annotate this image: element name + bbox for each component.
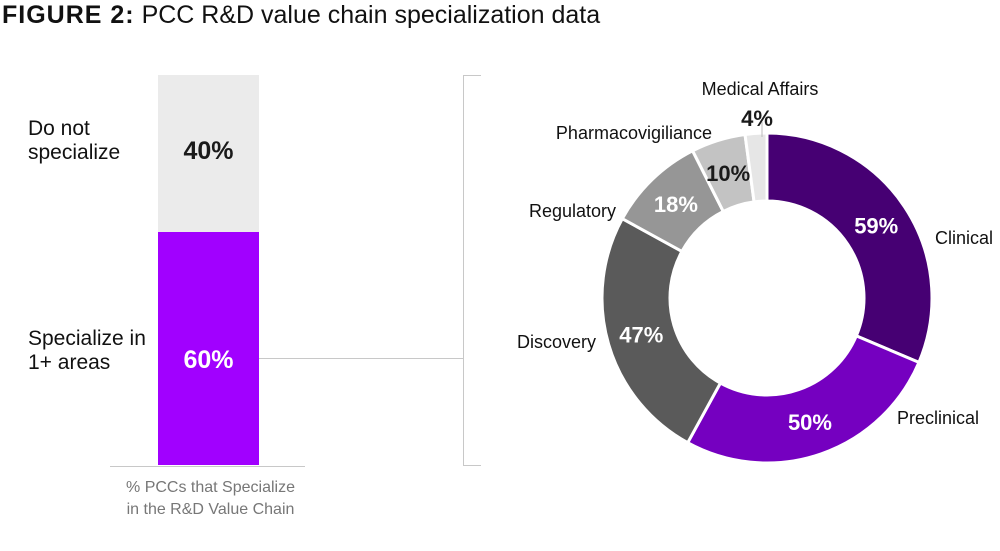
- donut-category-label: Pharmacovigiliance: [556, 123, 712, 143]
- donut-category-label: Regulatory: [529, 201, 616, 221]
- donut-value-label: 47%: [619, 323, 663, 348]
- donut-slice-medical-affairs: [743, 131, 769, 204]
- figure-title: FIGURE 2: PCC R&D value chain specializa…: [2, 0, 600, 30]
- bar-baseline: [110, 466, 305, 467]
- bar-value-label: 40%: [183, 137, 234, 165]
- figure-title-prefix: FIGURE 2:: [2, 1, 135, 29]
- bar-value-label: 60%: [183, 346, 234, 374]
- donut-category-label: Discovery: [517, 332, 596, 352]
- donut-value-label: 59%: [854, 214, 898, 239]
- bracket-line: [463, 75, 481, 466]
- donut-value-label: 4%: [741, 106, 773, 131]
- stacked-bar-chart: 40% 60% Do not specialize Specialize in …: [0, 0, 460, 551]
- donut-category-label: Clinical: [935, 228, 993, 248]
- donut-value-label: 10%: [706, 161, 750, 186]
- bar-segment-specialize: 60%: [158, 232, 259, 465]
- donut-slice-preclinical: [685, 333, 921, 465]
- bar-caption: % PCCs that Specialize in the R&D Value …: [126, 479, 295, 518]
- donut-value-label: 18%: [654, 192, 698, 217]
- figure-title-text: PCC R&D value chain specialization data: [134, 1, 601, 29]
- bar-category-label: Do not specialize: [28, 117, 121, 164]
- donut-category-label: Preclinical: [897, 408, 979, 428]
- donut-slice-discovery: [600, 216, 723, 445]
- connector-line: [259, 358, 464, 359]
- bar-segment-do-not-specialize: 40%: [158, 75, 259, 232]
- bar-category-label: Specialize in 1+ areas: [28, 327, 146, 374]
- donut-value-label: 50%: [788, 410, 832, 435]
- donut-slice-clinical: [765, 131, 934, 365]
- donut-category-label: Medical Affairs: [702, 79, 819, 99]
